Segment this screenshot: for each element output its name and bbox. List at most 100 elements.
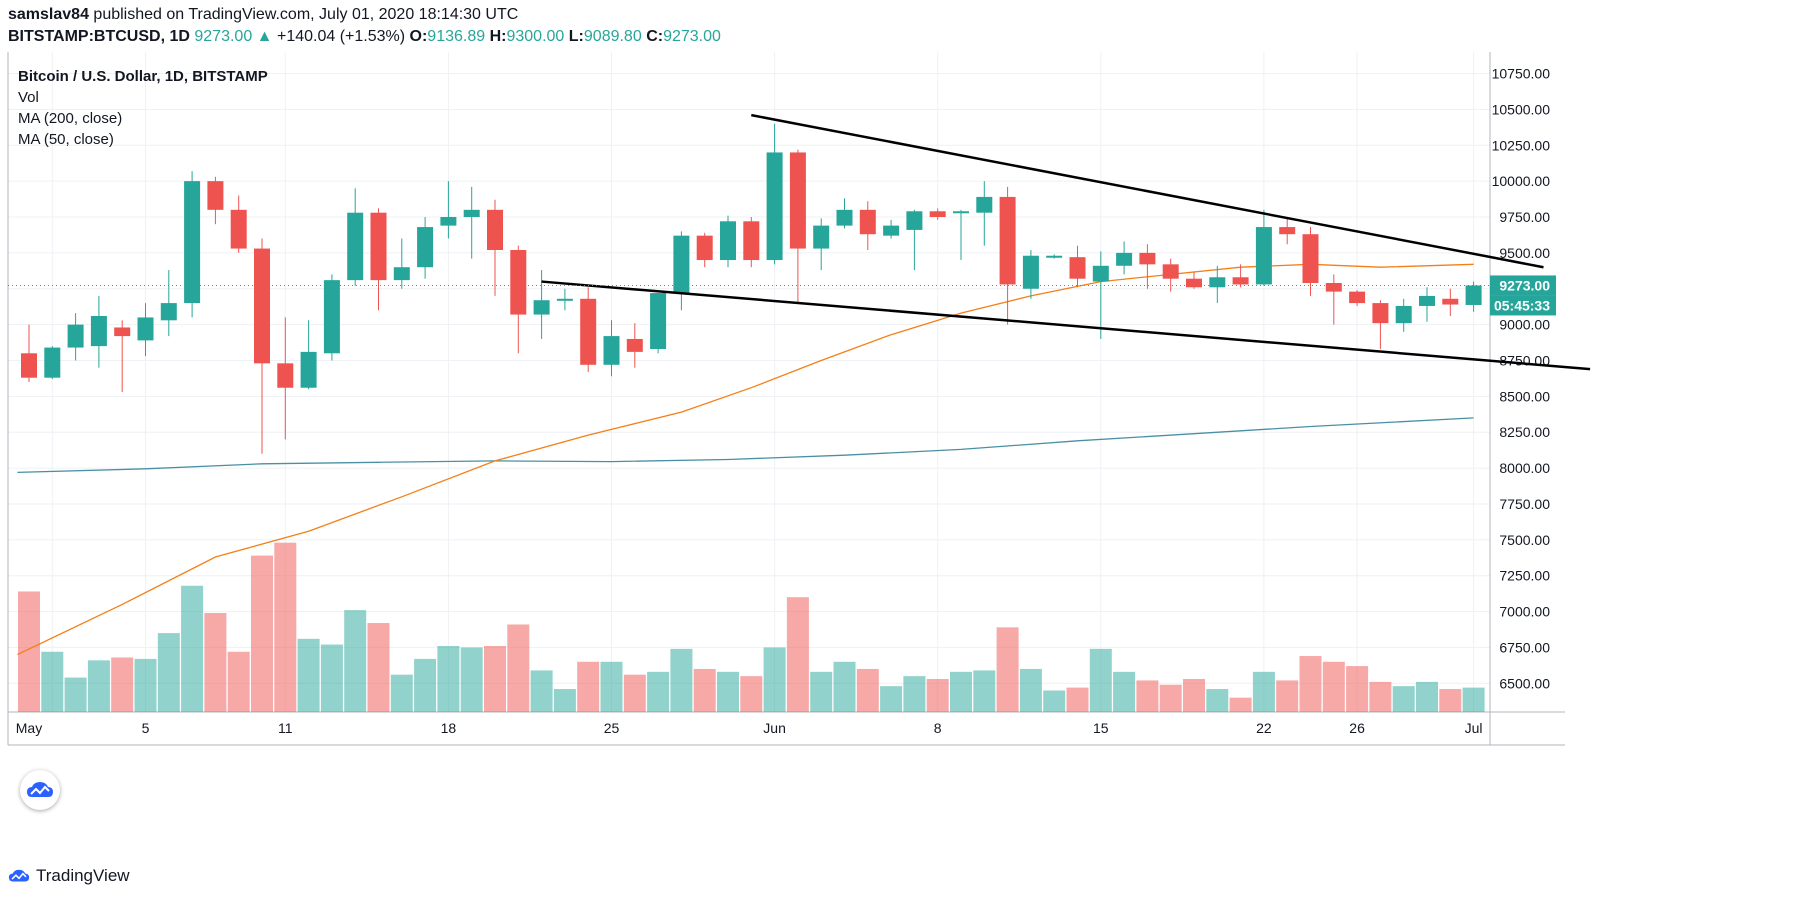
volume-bar	[647, 671, 670, 712]
x-tick-label: 25	[604, 720, 620, 736]
volume-bar	[740, 676, 763, 712]
candle-body	[21, 353, 37, 378]
volume-bar	[181, 585, 204, 712]
volume-bar	[926, 679, 949, 712]
volume-bar	[1183, 679, 1205, 712]
volume-bar	[274, 542, 297, 712]
candle-body	[137, 317, 154, 341]
candle-body	[323, 280, 340, 354]
candle-body	[1162, 264, 1179, 279]
volume-bar	[880, 686, 903, 712]
candle-body	[67, 324, 84, 348]
volume-bar	[670, 648, 693, 712]
footer: TradingView	[8, 866, 130, 886]
volume-bar	[950, 671, 972, 712]
candle-body	[44, 347, 61, 378]
volume-bar	[996, 627, 1019, 712]
candle-body	[1349, 291, 1366, 304]
y-tick-label: 7750.00	[1499, 496, 1550, 512]
tradingview-logo-button[interactable]	[20, 770, 60, 810]
candle-body	[836, 209, 853, 226]
candle-body	[114, 327, 131, 337]
candle-body	[626, 338, 643, 352]
x-tick-label: 26	[1349, 720, 1365, 736]
open-value: 9136.89	[427, 28, 486, 45]
volume-bar	[1229, 697, 1252, 712]
candle-body	[1022, 255, 1039, 289]
last-price-tag-text: 9273.00	[1499, 277, 1550, 293]
publisher-name[interactable]: samslav84	[8, 6, 89, 23]
candle-body	[556, 298, 573, 301]
volume-bar	[157, 633, 180, 712]
chart-legend: Bitcoin / U.S. Dollar, 1D, BITSTAMP Vol …	[18, 66, 268, 150]
volume-bar	[507, 624, 530, 712]
candle-body	[1116, 252, 1133, 266]
candle-body	[463, 209, 480, 217]
volume-bar	[390, 674, 413, 712]
volume-bar	[460, 647, 483, 712]
close-value: 9273.00	[663, 28, 721, 45]
volume-bar	[1416, 681, 1438, 712]
volume-bar	[810, 671, 833, 712]
candle-body	[1442, 298, 1459, 305]
price-chart[interactable]: 10750.00 10500.00 10250.00 10000.00 9750.00 9…	[0, 52, 1805, 872]
volume-bar	[1206, 689, 1229, 712]
candle-body	[766, 152, 783, 261]
volume-bar	[856, 668, 879, 712]
high-value: 9300.00	[506, 28, 565, 45]
volume-bar	[484, 646, 506, 712]
candle-body	[603, 336, 620, 365]
volume-bar	[1322, 661, 1345, 712]
x-tick-label: 8	[934, 720, 942, 736]
y-tick-label: 9500.00	[1499, 245, 1550, 261]
candle-body	[789, 152, 806, 249]
candle-body	[90, 316, 107, 347]
candle-body	[696, 235, 713, 261]
y-tick-label: 7500.00	[1499, 532, 1550, 548]
trendline	[541, 280, 1591, 371]
y-tick-label: 8000.00	[1499, 460, 1550, 476]
volume-bar	[717, 671, 739, 712]
volume-bar	[437, 646, 460, 712]
volume-bar	[1066, 687, 1089, 712]
footer-brand[interactable]: TradingView	[36, 866, 130, 885]
last-price-tag	[1490, 275, 1556, 296]
legend-ma50[interactable]: MA (50, close)	[18, 131, 114, 148]
volume-bar	[87, 660, 110, 712]
candle-body	[999, 196, 1016, 285]
x-tick-label: Jul	[1465, 720, 1483, 736]
legend-ma200[interactable]: MA (200, close)	[18, 110, 123, 127]
open-label: O:	[409, 28, 428, 45]
candle-body	[207, 181, 224, 210]
candle-body	[953, 211, 969, 214]
volume-bar	[1439, 689, 1462, 712]
last-price: 9273.00	[194, 28, 253, 45]
candle-body	[160, 303, 177, 321]
cloud-chart-icon	[27, 782, 53, 797]
candle-body	[906, 211, 923, 230]
candle-body	[1092, 265, 1109, 282]
volume-bar	[1113, 671, 1136, 712]
volume-bar	[297, 638, 320, 712]
publisher-line: samslav84 published on TradingView.com, …	[8, 6, 518, 24]
volume-bar	[1252, 671, 1275, 712]
volume-bar	[1299, 656, 1322, 712]
candle-body	[673, 235, 690, 294]
volume-bar	[600, 661, 623, 712]
candle-body	[510, 250, 527, 315]
candle-body	[347, 212, 364, 281]
legend-vol[interactable]: Vol	[18, 89, 39, 106]
candle-body	[370, 212, 387, 281]
volume-bar	[763, 647, 786, 712]
y-tick-label: 10250.00	[1492, 137, 1551, 153]
volume-bar	[18, 591, 40, 712]
volume-bar	[1089, 648, 1112, 712]
candle-body	[883, 225, 900, 236]
candle-body	[440, 217, 457, 226]
legend-title[interactable]: Bitcoin / U.S. Dollar, 1D, BITSTAMP	[18, 68, 268, 85]
volume-bar	[227, 651, 250, 712]
volume-bar	[414, 658, 437, 712]
high-label: H:	[489, 28, 507, 45]
candle-body	[720, 221, 736, 261]
y-tick-label: 6750.00	[1499, 639, 1550, 655]
